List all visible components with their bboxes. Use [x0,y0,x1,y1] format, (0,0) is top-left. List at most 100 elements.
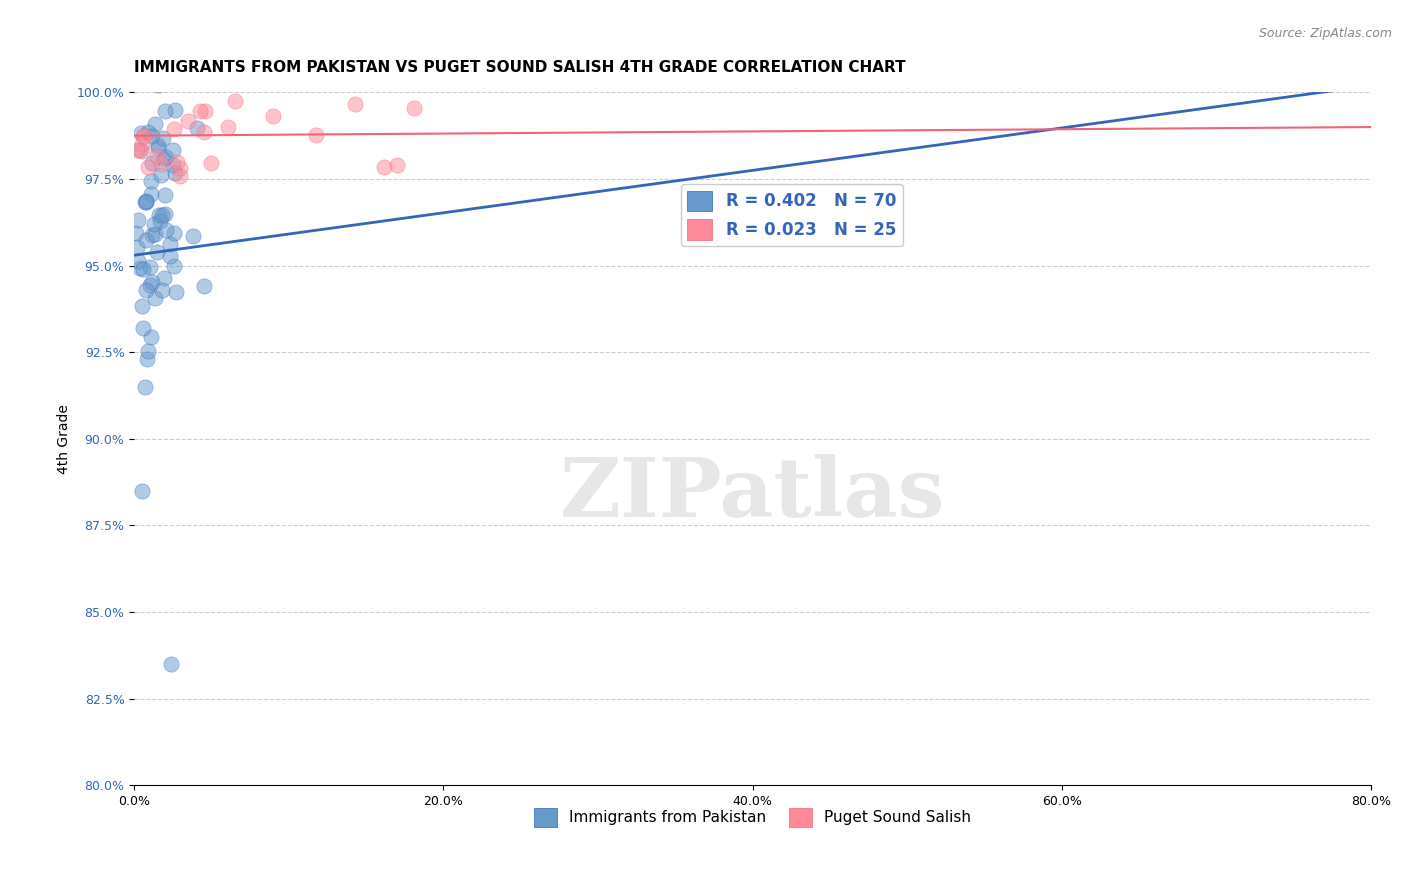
Puget Sound Salish [188,103,211,118]
Immigrants from Pakistan [146,78,169,93]
Puget Sound Salish [402,101,425,115]
Immigrants from Pakistan [131,483,153,498]
Immigrants from Pakistan [139,260,162,275]
Puget Sound Salish [166,155,188,169]
Immigrants from Pakistan [125,227,148,241]
Puget Sound Salish [169,169,191,183]
Immigrants from Pakistan [152,271,174,285]
Immigrants from Pakistan [135,283,157,297]
Immigrants from Pakistan [134,380,156,394]
Immigrants from Pakistan [135,194,157,208]
Puget Sound Salish [131,137,153,152]
Immigrants from Pakistan [162,259,184,273]
Immigrants from Pakistan [159,237,181,252]
Immigrants from Pakistan [165,285,187,299]
Puget Sound Salish [194,103,217,118]
Text: IMMIGRANTS FROM PAKISTAN VS PUGET SOUND SALISH 4TH GRADE CORRELATION CHART: IMMIGRANTS FROM PAKISTAN VS PUGET SOUND … [135,60,905,75]
Immigrants from Pakistan [129,126,152,140]
Immigrants from Pakistan [141,186,163,201]
Immigrants from Pakistan [131,299,153,313]
Immigrants from Pakistan [153,103,176,118]
Y-axis label: 4th Grade: 4th Grade [58,404,72,474]
Immigrants from Pakistan [139,68,162,82]
Immigrants from Pakistan [159,249,181,263]
Immigrants from Pakistan [162,157,184,171]
Immigrants from Pakistan [150,208,173,222]
Immigrants from Pakistan [141,156,163,170]
Puget Sound Salish [146,149,169,163]
Puget Sound Salish [136,161,159,175]
Puget Sound Salish [127,143,149,157]
Puget Sound Salish [163,122,186,136]
Immigrants from Pakistan [153,187,176,202]
Immigrants from Pakistan [254,68,277,82]
Immigrants from Pakistan [141,174,163,188]
Immigrants from Pakistan [141,227,163,242]
Puget Sound Salish [224,95,246,109]
Immigrants from Pakistan [136,124,159,138]
Puget Sound Salish [343,97,366,112]
Immigrants from Pakistan [141,128,163,143]
Text: ZIPatlas: ZIPatlas [560,454,945,534]
Immigrants from Pakistan [181,229,204,244]
Puget Sound Salish [132,129,155,144]
Immigrants from Pakistan [135,194,157,209]
Immigrants from Pakistan [155,207,177,221]
Puget Sound Salish [217,120,239,134]
Immigrants from Pakistan [139,330,162,344]
Immigrants from Pakistan [138,344,160,359]
Puget Sound Salish [149,157,172,171]
Puget Sound Salish [373,160,395,174]
Immigrants from Pakistan [132,262,155,277]
Immigrants from Pakistan [135,233,157,247]
Immigrants from Pakistan [155,222,177,236]
Immigrants from Pakistan [141,276,163,290]
Immigrants from Pakistan [136,352,159,367]
Immigrants from Pakistan [127,213,149,227]
Immigrants from Pakistan [146,141,169,155]
Immigrants from Pakistan [163,68,186,82]
Immigrants from Pakistan [129,143,152,157]
Immigrants from Pakistan [155,73,177,87]
Immigrants from Pakistan [143,227,166,241]
Immigrants from Pakistan [142,217,165,231]
Immigrants from Pakistan [132,321,155,335]
Puget Sound Salish [304,128,326,142]
Immigrants from Pakistan [186,120,208,135]
Immigrants from Pakistan [145,291,167,305]
Immigrants from Pakistan [146,245,169,260]
Immigrants from Pakistan [145,68,167,82]
Immigrants from Pakistan [160,657,183,671]
Immigrants from Pakistan [163,226,186,240]
Immigrants from Pakistan [127,239,149,253]
Immigrants from Pakistan [146,137,169,152]
Immigrants from Pakistan [150,284,173,298]
Immigrants from Pakistan [149,214,172,228]
Puget Sound Salish [263,109,285,123]
Immigrants from Pakistan [143,116,166,130]
Text: Source: ZipAtlas.com: Source: ZipAtlas.com [1258,27,1392,40]
Immigrants from Pakistan [127,254,149,268]
Immigrants from Pakistan [152,131,174,145]
Puget Sound Salish [177,114,200,128]
Immigrants from Pakistan [149,168,172,182]
Puget Sound Salish [131,144,153,158]
Legend: Immigrants from Pakistan, Puget Sound Salish: Immigrants from Pakistan, Puget Sound Sa… [527,802,977,833]
Puget Sound Salish [131,128,153,143]
Immigrants from Pakistan [162,143,184,157]
Puget Sound Salish [169,161,191,176]
Puget Sound Salish [193,125,215,139]
Immigrants from Pakistan [129,260,152,275]
Immigrants from Pakistan [152,152,174,166]
Immigrants from Pakistan [155,150,177,164]
Immigrants from Pakistan [134,195,156,210]
Immigrants from Pakistan [212,70,235,85]
Puget Sound Salish [387,158,409,172]
Immigrants from Pakistan [245,68,267,82]
Immigrants from Pakistan [138,278,160,293]
Puget Sound Salish [200,156,222,170]
Immigrants from Pakistan [193,279,215,293]
Immigrants from Pakistan [163,166,186,180]
Immigrants from Pakistan [148,208,170,222]
Immigrants from Pakistan [163,103,186,117]
